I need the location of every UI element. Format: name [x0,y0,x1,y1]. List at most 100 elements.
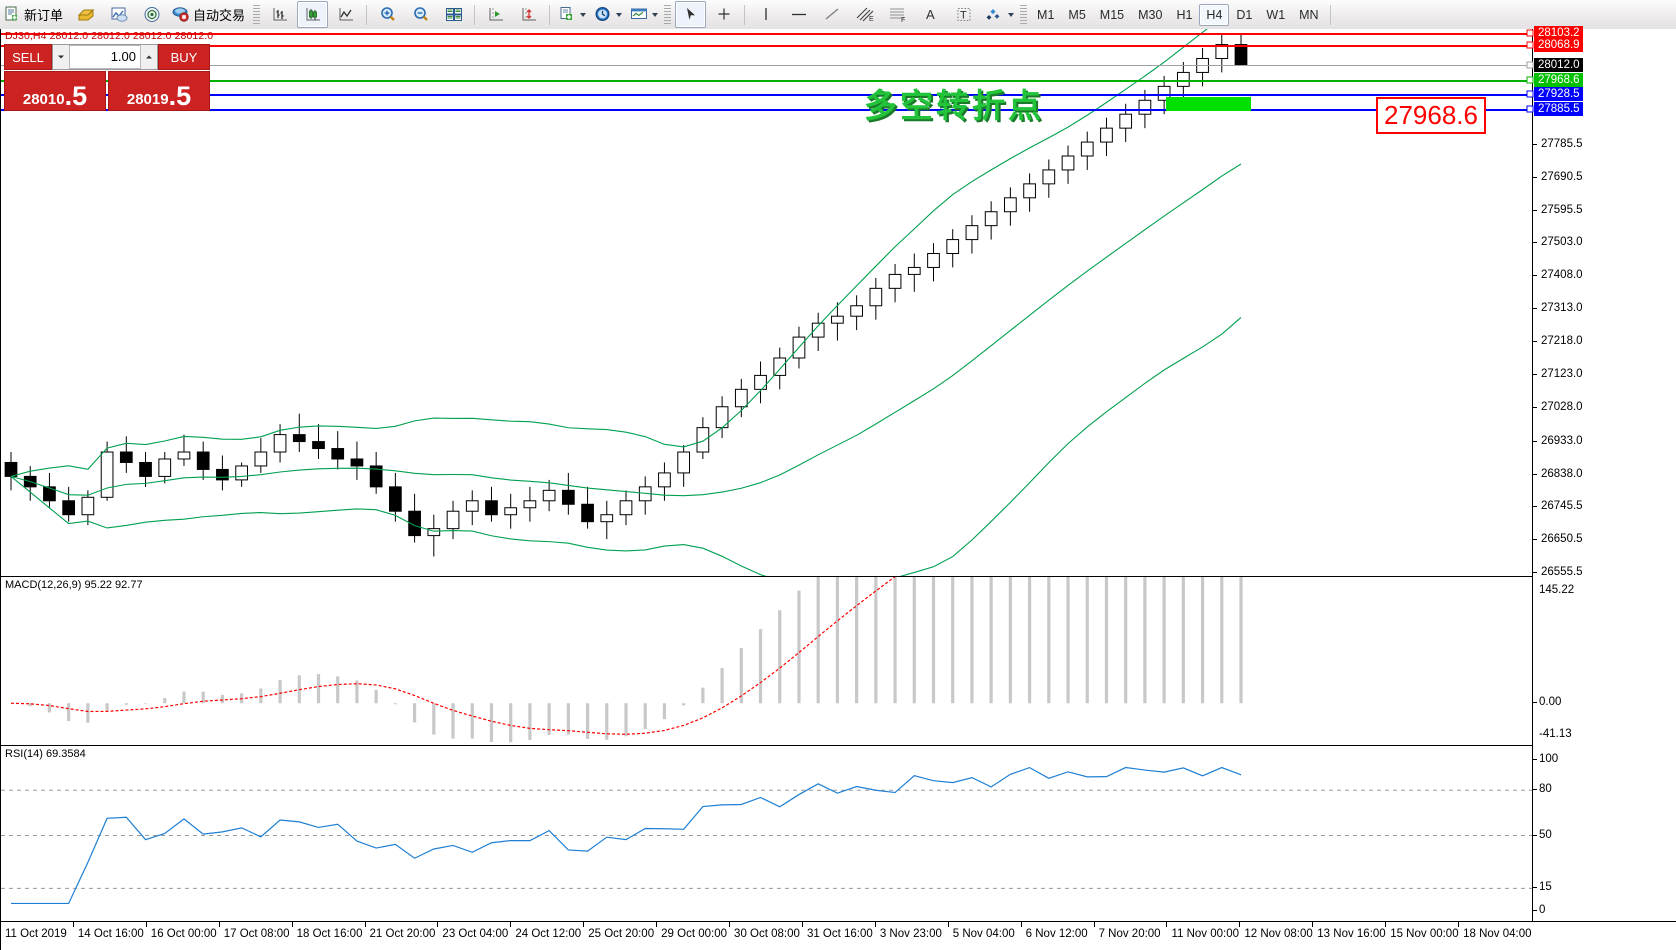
rsi-plot [1,766,1532,905]
timeframe-h4[interactable]: H4 [1199,3,1230,26]
price-tick [1533,242,1537,244]
shapes-button[interactable] [981,1,1017,28]
annotation-label[interactable]: 多空转折点 [864,87,1044,124]
text-label-button[interactable]: A [915,1,946,28]
price-tick [1533,209,1537,211]
time-tick-label: 21 Oct 20:00 [369,928,436,940]
toolbar-grip[interactable] [253,5,261,24]
auto-scroll-button[interactable] [513,1,544,28]
price-level-badge[interactable]: 27928.5 [1534,86,1583,101]
rsi-axis-label: 0 [1539,904,1546,916]
sell-button[interactable]: SELL [4,44,52,70]
line-chart-button[interactable] [330,1,361,28]
one-click-trading-panel[interactable]: SELL 1.00 BUY 28010 .5 28019 .5 [4,44,210,111]
trendline-icon [822,6,842,23]
crosshair-icon [715,6,733,23]
navigator-button[interactable] [136,1,167,28]
templates-button[interactable] [627,1,661,28]
rsi-axis-label: 50 [1539,828,1552,841]
fibonacci-button[interactable]: F [882,1,913,28]
toolbar-grip[interactable] [664,5,672,24]
svg-text:T: T [960,10,967,22]
equidistant-channel-button[interactable]: E [849,1,880,28]
buy-button[interactable]: BUY [158,44,210,70]
candlestick-chart-button[interactable] [297,1,329,28]
chart-shift-button[interactable] [480,1,511,28]
chevron-up-icon[interactable] [141,54,157,60]
price-tick-label: 26650.5 [1541,532,1583,545]
new-order-button[interactable]: 新订单 [1,1,68,28]
toolbar-grip[interactable] [1020,5,1028,24]
time-tick-label: 18 Nov 04:00 [1463,928,1532,940]
text-label-icon: A [923,6,939,23]
macd-axis-label: 145.22 [1539,584,1575,596]
shapes-icon [984,6,1004,23]
time-tick-label: 12 Nov 08:00 [1244,928,1313,940]
bar-chart-button[interactable] [264,1,295,28]
autotrading-button[interactable]: 自动交易 [169,1,250,28]
rsi-axis-tick [1533,887,1537,889]
chevron-down-icon[interactable] [580,12,587,17]
timeframe-m30[interactable]: M30 [1138,7,1163,22]
volume-value[interactable]: 1.00 [69,45,141,69]
tile-windows-button[interactable] [438,1,469,28]
time-axis[interactable]: 11 Oct 2019 14 Oct 16:00 16 Oct 00:00 17 Oc… [0,921,1676,950]
profile-button[interactable] [70,1,101,28]
crosshair-button[interactable] [708,1,739,28]
price-axis[interactable]: 27785.5 27690.5 27595.5 27503.0 27408.0 27313… [1532,26,1676,921]
text-object-button[interactable]: T [948,1,979,28]
templates-icon [630,6,648,23]
svg-text:E: E [869,16,874,23]
timeframe-m1[interactable]: M1 [1037,7,1055,22]
price-level-badge[interactable]: 27885.5 [1534,101,1583,116]
zoom-in-button[interactable] [372,1,403,28]
price-level-badge[interactable]: 27968.6 [1534,72,1583,87]
time-tick [291,922,293,927]
price-level-badge[interactable]: 28012.0 [1534,57,1583,72]
timeframe-d1[interactable]: D1 [1236,7,1253,22]
price-level-badge[interactable]: 28068.9 [1534,37,1583,52]
time-tick [1020,922,1022,927]
time-tick-label: 17 Oct 08:00 [223,928,290,940]
rsi-axis-label: 15 [1539,881,1552,894]
time-tick [1166,922,1168,927]
charts-organize-button[interactable] [103,1,134,28]
chevron-down-icon[interactable] [53,54,69,60]
price-pane[interactable]: DJ30,H4 28012.0 28012.0 28012.0 28012.0 [1,29,1532,576]
time-tick-label: 11 Nov 00:00 [1171,928,1240,940]
chevron-down-icon[interactable] [1008,12,1015,17]
annotation-price-box[interactable]: 27968.6 [1376,97,1486,134]
time-tick [510,922,512,927]
add-indicator-button[interactable] [555,1,589,28]
charts-organize-icon [110,6,128,23]
chart-window[interactable]: DJ30,H4 28012.0 28012.0 28012.0 28012.0 … [0,26,1676,950]
macd-axis-tick [1533,702,1537,704]
zoom-out-button[interactable] [405,1,436,28]
rsi-pane[interactable]: RSI(14) 69.3584 [1,745,1532,921]
chevron-down-icon[interactable] [652,12,659,17]
price-level-badge[interactable]: 28103.2 [1534,26,1583,40]
timeframe-h1[interactable]: H1 [1176,7,1193,22]
zoom-out-icon [412,6,430,23]
trendline-button[interactable] [816,1,847,28]
timeframe-m15[interactable]: M15 [1099,7,1125,22]
price-tick [1533,308,1537,310]
timeframe-mn[interactable]: MN [1299,7,1319,22]
chart-plot-area[interactable]: DJ30,H4 28012.0 28012.0 28012.0 28012.0 … [1,29,1534,921]
sell-price-button[interactable]: 28010 .5 [4,71,106,111]
cursor-button[interactable] [675,1,707,28]
volume-stepper[interactable]: 1.00 [52,44,158,70]
buy-price-button[interactable]: 28019 .5 [108,71,210,111]
horizontal-line-icon [789,6,809,23]
chevron-down-icon[interactable] [616,12,623,17]
time-tick [1093,922,1095,927]
timeframe-w1[interactable]: W1 [1266,7,1286,22]
price-tick-label: 27690.5 [1541,170,1583,183]
time-tick-label: 16 Oct 00:00 [150,928,217,940]
horizontal-line-button[interactable] [783,1,814,28]
timeframe-m5[interactable]: M5 [1068,7,1086,22]
time-tick [1239,922,1241,927]
macd-pane[interactable]: MACD(12,26,9) 95.22 92.77 [1,576,1532,745]
period-separator-button[interactable] [591,1,625,28]
vertical-line-button[interactable] [750,1,781,28]
